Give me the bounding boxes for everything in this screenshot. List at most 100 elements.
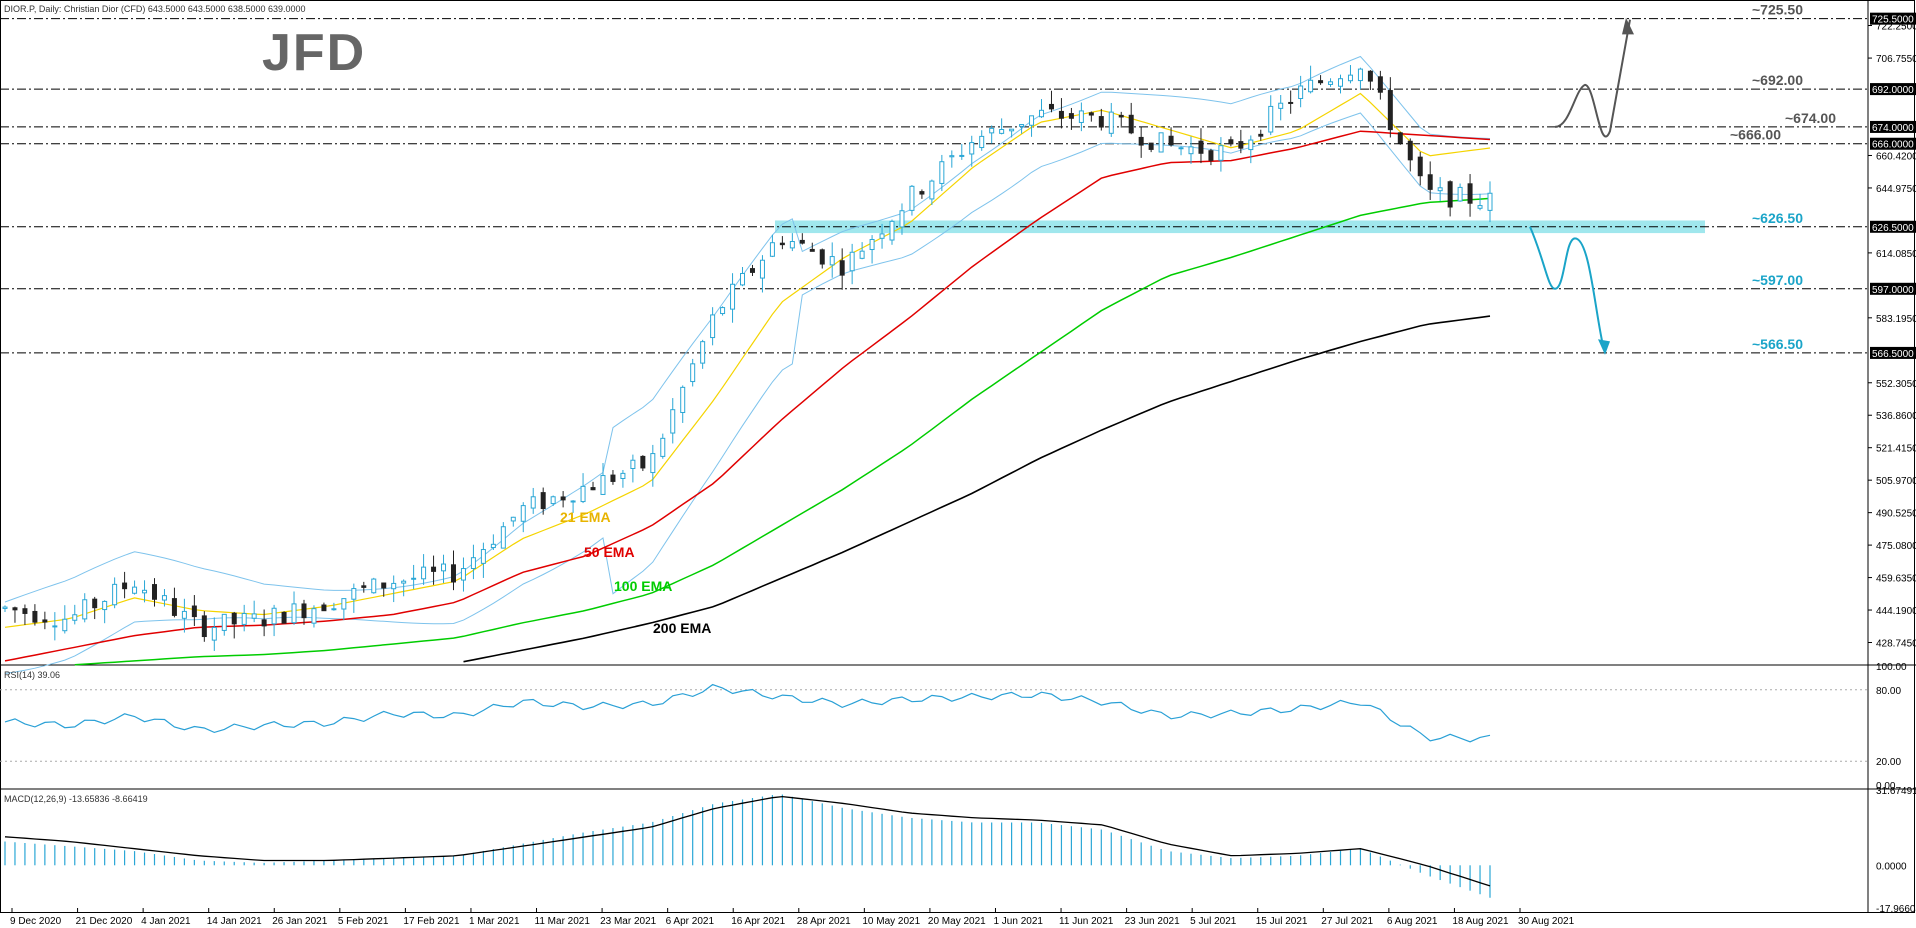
level-label-5: ~597.00 xyxy=(1752,272,1803,288)
candle-body-23 xyxy=(231,612,237,625)
candle-body-108 xyxy=(1078,110,1084,123)
candle-body-9 xyxy=(92,598,98,609)
candle-body-28 xyxy=(281,611,287,624)
rsi-tick-1: 80.00 xyxy=(1876,686,1901,697)
level-label-3: ~666.00 xyxy=(1730,127,1781,143)
candle-body-25 xyxy=(251,613,257,619)
price-flag-3 xyxy=(1870,137,1916,150)
candle-body-135 xyxy=(1347,74,1353,82)
candle-body-43 xyxy=(431,566,437,572)
price-flag-0 xyxy=(1870,12,1916,25)
x-tick-label-0: 9 Dec 2020 xyxy=(10,916,62,927)
candle-body-22 xyxy=(221,613,227,631)
candle-body-33 xyxy=(331,608,337,611)
candle-body-118 xyxy=(1178,147,1184,150)
candle-body-123 xyxy=(1228,139,1234,145)
candle-body-76 xyxy=(759,259,765,279)
x-tick-label-1: 21 Dec 2020 xyxy=(76,916,133,927)
candle-body-85 xyxy=(849,251,855,272)
bearish-scenario-arrow xyxy=(1529,226,1605,351)
candle-body-4 xyxy=(42,619,48,623)
candle-body-119 xyxy=(1188,146,1194,155)
candle-body-92 xyxy=(919,191,925,195)
candle-body-60 xyxy=(600,475,606,495)
candle-body-83 xyxy=(829,256,835,266)
support-zone xyxy=(775,220,1705,234)
candle-body-149 xyxy=(1487,192,1493,211)
candle-body-11 xyxy=(112,583,118,606)
candle-body-7 xyxy=(72,614,78,621)
bullish-scenario-arrow xyxy=(1554,19,1631,138)
x-tick-label-22: 18 Aug 2021 xyxy=(1452,916,1509,927)
price-flag-6 xyxy=(1870,346,1916,359)
candle-body-12 xyxy=(122,582,128,590)
candle-body-26 xyxy=(261,619,267,627)
candle-body-134 xyxy=(1338,78,1344,87)
candle-body-14 xyxy=(142,589,148,594)
x-tick-label-20: 27 Jul 2021 xyxy=(1321,916,1373,927)
candle-body-59 xyxy=(590,487,596,491)
candle-body-19 xyxy=(191,605,197,618)
candle-body-67 xyxy=(670,409,676,434)
level-label-1: ~692.00 xyxy=(1752,72,1803,88)
level-label-6: ~566.50 xyxy=(1752,336,1803,352)
candle-body-51 xyxy=(510,516,516,522)
candle-body-38 xyxy=(381,582,387,589)
candle-body-48 xyxy=(480,549,486,564)
candle-body-126 xyxy=(1258,133,1264,137)
candle-body-36 xyxy=(361,585,367,588)
candle-body-15 xyxy=(151,584,157,600)
candle-body-16 xyxy=(161,595,167,601)
candle-body-46 xyxy=(460,568,466,581)
candle-body-5 xyxy=(52,625,58,628)
macd-tick-2: -17.96604 xyxy=(1876,904,1916,915)
candle-body-104 xyxy=(1039,109,1045,118)
jfd-logo: JFD xyxy=(262,24,364,82)
candle-body-63 xyxy=(630,459,636,470)
candle-body-120 xyxy=(1198,140,1204,154)
candle-body-93 xyxy=(929,180,935,200)
ema-line-200ema xyxy=(463,315,1491,663)
candle-body-127 xyxy=(1268,105,1274,133)
candle-body-116 xyxy=(1158,132,1164,153)
candle-body-53 xyxy=(530,496,536,509)
candle-body-98 xyxy=(979,135,985,149)
level-label-2: ~674.00 xyxy=(1785,110,1836,126)
candle-body-3 xyxy=(32,610,38,623)
candle-body-90 xyxy=(899,210,905,228)
ema-line-21ema xyxy=(4,92,1491,628)
price-tick-label-0: 722.2500 xyxy=(1876,21,1916,32)
x-tick-label-4: 26 Jan 2021 xyxy=(272,916,327,927)
candle-body-101 xyxy=(1009,128,1015,132)
price-tick-label-12: 459.6350 xyxy=(1876,574,1916,585)
candle-body-139 xyxy=(1387,90,1393,131)
candle-body-111 xyxy=(1108,111,1114,134)
candle-body-84 xyxy=(839,260,845,276)
candle-body-61 xyxy=(610,474,616,482)
candle-body-91 xyxy=(909,185,915,211)
candle-body-122 xyxy=(1218,145,1224,161)
candle-body-128 xyxy=(1278,102,1284,109)
candle-body-37 xyxy=(371,578,377,594)
candle-body-65 xyxy=(650,453,656,474)
x-tick-label-5: 5 Feb 2021 xyxy=(338,916,389,927)
candle-body-29 xyxy=(291,603,297,624)
x-tick-label-23: 30 Aug 2021 xyxy=(1518,916,1575,927)
rsi-tick-0: 100.00 xyxy=(1876,662,1907,673)
price-flag-4 xyxy=(1870,220,1916,233)
candle-body-107 xyxy=(1068,113,1074,119)
candle-body-49 xyxy=(490,543,496,549)
price-tick-label-10: 490.5250 xyxy=(1876,509,1916,520)
x-tick-label-2: 4 Jan 2021 xyxy=(141,916,191,927)
candle-body-87 xyxy=(869,239,875,251)
candle-body-88 xyxy=(879,233,885,239)
bollinger-upper xyxy=(4,55,1491,603)
candle-body-10 xyxy=(102,600,108,611)
x-tick-label-18: 5 Jul 2021 xyxy=(1190,916,1237,927)
price-flag-5 xyxy=(1870,282,1916,295)
candle-body-133 xyxy=(1328,81,1334,85)
rsi-line xyxy=(4,683,1491,743)
x-tick-label-17: 23 Jun 2021 xyxy=(1125,916,1180,927)
candle-body-77 xyxy=(769,242,775,257)
